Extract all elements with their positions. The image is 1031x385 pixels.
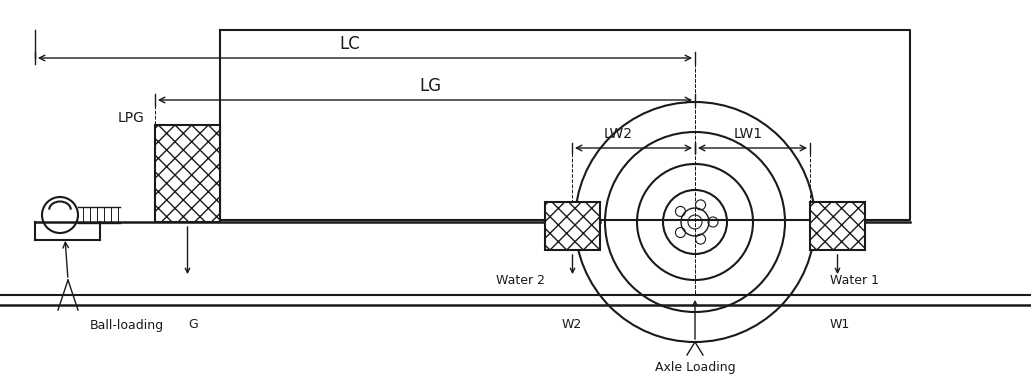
Text: LC: LC (339, 35, 361, 53)
Text: Water 1: Water 1 (830, 273, 879, 286)
Text: LPG: LPG (118, 111, 145, 125)
Text: Axle Loading: Axle Loading (655, 362, 735, 375)
Bar (545, 202, 600, 250)
Text: LW1: LW1 (733, 127, 763, 141)
Text: Water 2: Water 2 (496, 273, 545, 286)
Text: W1: W1 (830, 318, 851, 331)
Bar (155, 125, 220, 222)
Text: LW2: LW2 (603, 127, 632, 141)
Text: G: G (188, 318, 198, 331)
Bar (810, 202, 865, 250)
Text: LG: LG (419, 77, 441, 95)
Text: Ball-loading: Ball-loading (90, 318, 164, 331)
Text: W2: W2 (562, 318, 583, 331)
